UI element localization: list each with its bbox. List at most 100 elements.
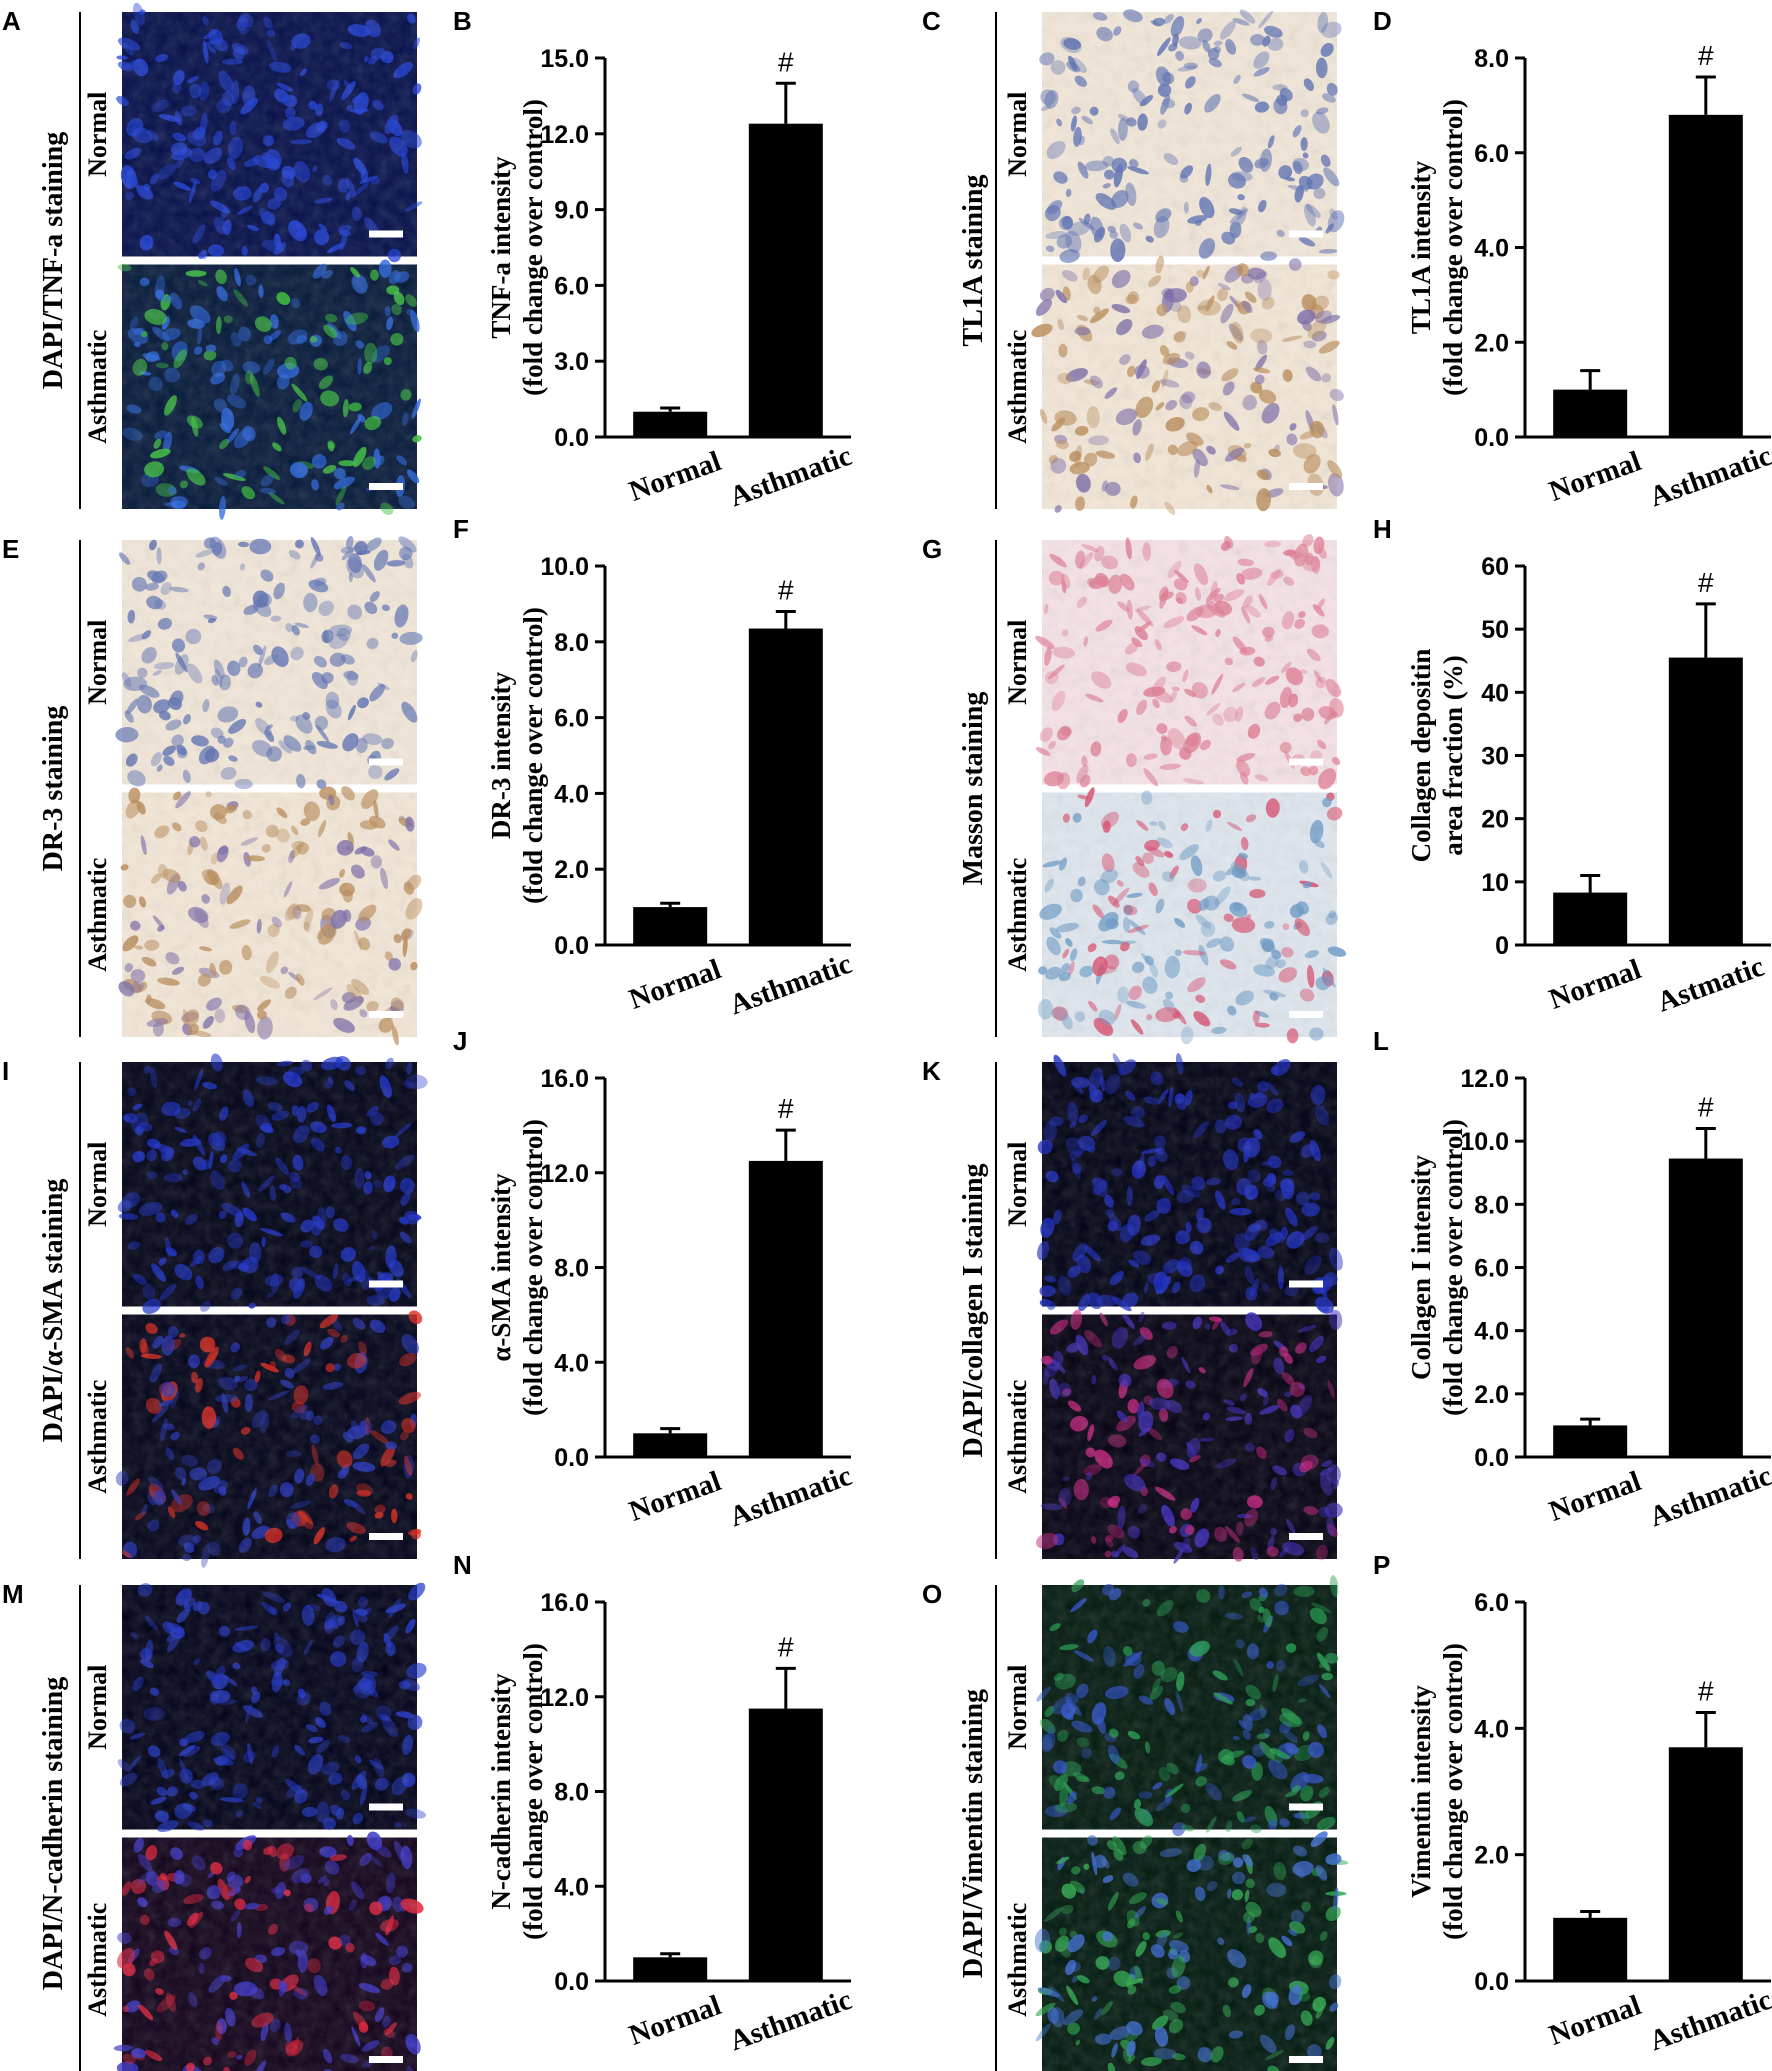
panel-letter: E (2, 534, 19, 564)
row-label-normal: Normal (1003, 620, 1032, 705)
scale-bar (369, 2056, 403, 2063)
texture-overlay (122, 540, 417, 785)
y-axis-label: (fold change over control) (518, 607, 548, 904)
bar-chart-f: F 0.0 2.0 4.0 6.0 8.0 10.0 DR-3 intensity (fold … (453, 514, 856, 1021)
y-tick-label: 6.0 (1474, 1255, 1509, 1283)
panel-letter: J (453, 1026, 467, 1056)
image-panel-c: C TL1A staining Normal Asthmatic (922, 6, 1345, 515)
micrograph-asthmatic (1037, 787, 1347, 1045)
bar-asthmatic (748, 628, 823, 945)
y-tick-label: 10 (1481, 869, 1509, 897)
scale-bar (1289, 1803, 1323, 1811)
micrograph-asthmatic (1031, 255, 1344, 515)
y-tick-label: 4.0 (554, 1873, 589, 1901)
significance-mark: # (778, 1631, 794, 1662)
significance-mark: # (778, 574, 794, 605)
significance-mark: # (1698, 567, 1714, 598)
micrograph-asthmatic (1036, 1309, 1343, 1564)
x-tick-label: Normal (625, 1465, 725, 1528)
y-axis-label: DR-3 intensity (486, 671, 516, 839)
y-tick-label: 15.0 (540, 45, 589, 73)
y-tick-label: 2.0 (554, 856, 589, 884)
bar-normal (633, 1433, 708, 1457)
y-tick-label: 20 (1481, 806, 1509, 834)
micrograph-asthmatic (1034, 1831, 1349, 2071)
row-label-normal: Normal (83, 1665, 112, 1750)
y-tick-label: 4.0 (554, 1349, 589, 1377)
bar-normal (633, 1957, 708, 1981)
bar-normal (1553, 892, 1628, 945)
y-tick-label: 0.0 (554, 424, 589, 452)
texture-overlay (122, 792, 417, 1037)
y-tick-label: 8.0 (554, 629, 589, 657)
scale-bar (1289, 1533, 1323, 1540)
texture-overlay (122, 1837, 417, 2071)
stain-label: DAPI/N-cadherin staining (38, 1677, 69, 1990)
bar-chart-p: P 0.0 2.0 4.0 6.0 Vimentin intensity (fold cha… (1373, 1550, 1772, 2057)
row-label-asthmatic: Asthmatic (83, 1380, 112, 1494)
x-tick-label: Asthmatic (725, 1460, 856, 1534)
panel-letter: D (1373, 6, 1392, 36)
micrograph-normal (1036, 1575, 1339, 1837)
bar-asthmatic (1668, 1158, 1743, 1457)
y-tick-label: 6.0 (554, 272, 589, 300)
panel-letter: I (2, 1056, 9, 1086)
image-panel-e: E DR-3 staining Normal Asthmatic (2, 534, 423, 1046)
scale-bar (369, 230, 403, 238)
micrograph-normal (117, 1582, 427, 1832)
bar-asthmatic (1668, 1747, 1743, 1981)
image-panel-m: M DAPI/N-cadherin staining Normal Asthmatic (2, 1579, 427, 2071)
y-tick-label: 2.0 (1474, 1381, 1509, 1409)
significance-mark: # (1698, 1092, 1714, 1123)
y-tick-label: 4.0 (1474, 1318, 1509, 1346)
y-tick-label: 6.0 (1474, 1589, 1509, 1617)
y-tick-label: 0.0 (1474, 1968, 1509, 1996)
texture-overlay (1042, 1314, 1337, 1559)
row-label-asthmatic: Asthmatic (83, 858, 112, 972)
y-tick-label: 30 (1481, 743, 1509, 771)
y-axis-label: (fold change over control) (518, 99, 548, 396)
y-axis-label: TL1A intensity (1406, 160, 1436, 334)
y-tick-label: 0.0 (1474, 1444, 1509, 1472)
panel-letter: C (922, 6, 941, 36)
texture-overlay (122, 1062, 417, 1307)
x-tick-label: Asthmatic (725, 948, 856, 1022)
x-tick-label: Asthmatic (725, 440, 856, 514)
x-tick-label: Normal (625, 953, 725, 1016)
y-tick-label: 6.0 (1474, 140, 1509, 168)
texture-overlay (122, 1314, 417, 1559)
bar-normal (633, 907, 708, 945)
texture-overlay (1042, 540, 1337, 785)
micrograph-normal (1035, 534, 1344, 790)
scale-bar (1289, 1011, 1323, 1018)
stain-label: DAPI/α-SMA staining (38, 1179, 69, 1443)
y-axis-label: area fraction (%) (1438, 655, 1468, 855)
y-axis-label: Vimentin intensity (1406, 1685, 1436, 1898)
row-label-normal: Normal (83, 1142, 112, 1227)
texture-overlay (122, 12, 417, 257)
row-label-asthmatic: Asthmatic (1003, 1903, 1032, 2017)
y-tick-label: 12.0 (540, 1684, 589, 1712)
y-tick-label: 0 (1495, 932, 1509, 960)
y-tick-label: 12.0 (540, 1160, 589, 1188)
y-axis-label: TNF-a intensity (486, 156, 516, 339)
texture-overlay (1042, 1062, 1337, 1307)
texture-overlay (1042, 12, 1337, 257)
micrograph-normal (1037, 1053, 1343, 1314)
texture-overlay (1042, 792, 1337, 1037)
y-tick-label: 8.0 (554, 1779, 589, 1807)
row-label-asthmatic: Asthmatic (1003, 858, 1032, 972)
image-panel-k: K DAPI/collagen I staining Normal Asthmatic (922, 1053, 1343, 1564)
scale-bar (1289, 230, 1323, 238)
image-panel-o: O DAPI/Vimentin staining Normal Asthmatic (922, 1575, 1349, 2071)
panel-letter: P (1373, 1550, 1390, 1580)
y-tick-label: 2.0 (1474, 1842, 1509, 1870)
row-label-asthmatic: Asthmatic (1003, 330, 1032, 444)
micrograph-asthmatic (117, 259, 422, 520)
y-axis-label: (fold change over control) (1438, 1119, 1468, 1416)
scale-bar (1289, 758, 1323, 766)
y-tick-label: 4.0 (1474, 235, 1509, 263)
micrograph-asthmatic (113, 1831, 424, 2071)
bar-chart-b: B 0.0 3.0 6.0 9.0 12.0 15.0 TNF-a intensity (fol… (453, 6, 856, 513)
